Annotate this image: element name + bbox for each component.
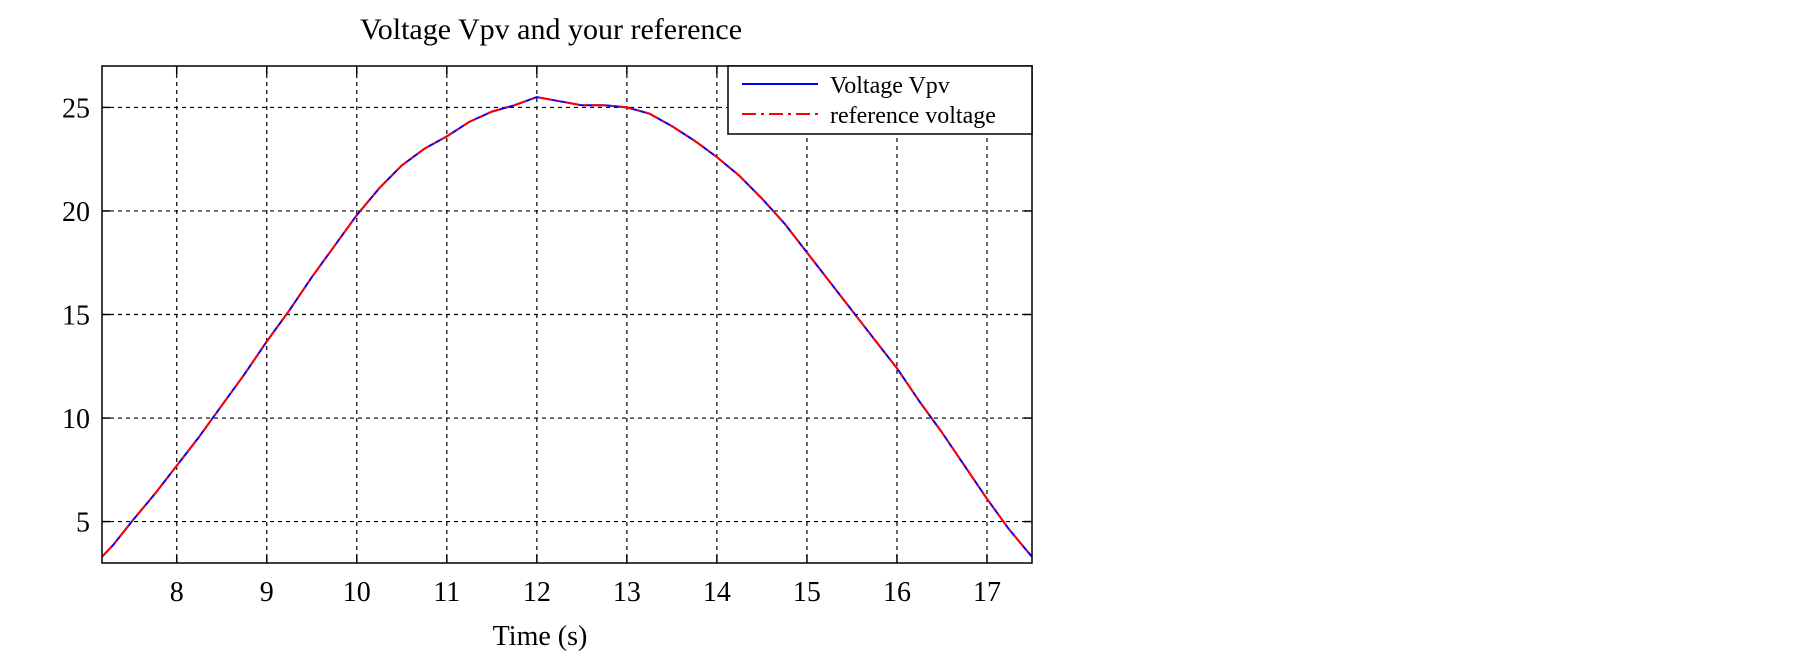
x-tick-label: 12 [523,577,551,608]
series-layer [101,96,1033,558]
y-tick-label: 20 [62,197,90,228]
tick-layer: 8 9 10 11 12 13 14 15 16 17 5 10 15 20 25 [62,66,1032,608]
chart-title: Voltage Vpv and your reference [360,13,742,46]
series-line-reference-voltage [101,96,1033,558]
x-tick-label: 10 [343,577,371,608]
y-tick-label: 10 [62,404,90,435]
x-tick-label: 9 [260,577,274,608]
legend-label-voltage-vpv: Voltage Vpv [830,73,950,99]
grid-layer [102,66,1032,563]
legend-box [727,65,1033,135]
y-tick-label: 5 [76,508,90,539]
legend-label-reference-voltage: reference voltage [830,103,996,129]
x-tick-label: 15 [793,577,821,608]
y-tick-label: 15 [62,301,90,332]
legend: Voltage Vpv reference voltage [727,65,1033,135]
x-tick-label: 11 [433,577,460,608]
x-tick-label: 8 [170,577,184,608]
x-tick-label: 13 [613,577,641,608]
x-tick-label: 14 [703,577,731,608]
x-tick-label: 16 [883,577,911,608]
y-tick-label: 25 [62,93,90,124]
x-tick-label: 17 [973,577,1001,608]
x-axis-label: Time (s) [493,621,588,652]
